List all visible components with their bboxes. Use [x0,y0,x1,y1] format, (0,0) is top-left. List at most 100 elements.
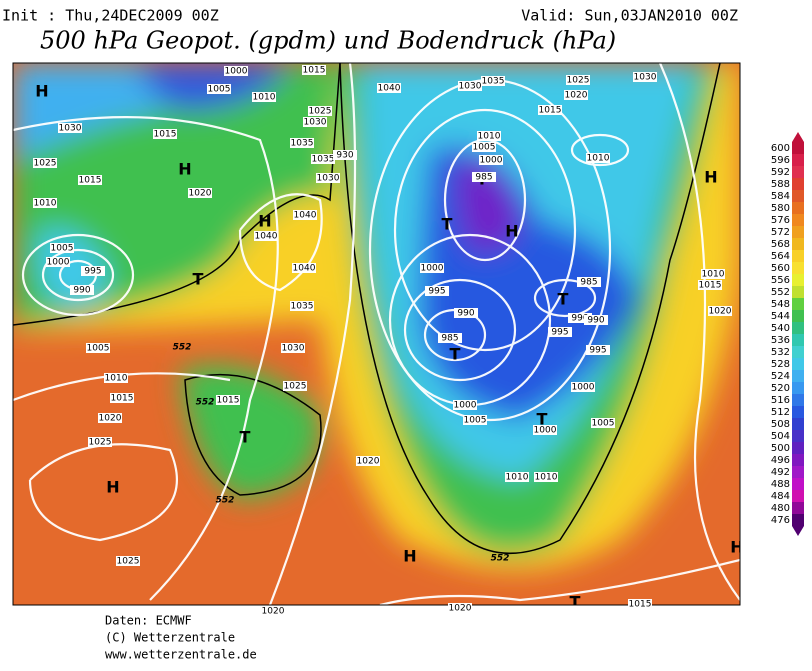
isobar-label-bg [534,472,558,482]
colorbar-label: 536 [771,335,790,346]
pressure-center: H [106,478,119,497]
isobar-label: 1015 [539,106,562,116]
isobar-label-bg [281,343,305,353]
isobar-label: 1015 [79,176,102,186]
colorbar-swatch [792,406,804,418]
colorbar-swatch [792,394,804,406]
colorbar-label: 588 [771,179,790,190]
isobar-label: 990 [457,309,474,319]
isobar-label-bg [290,301,314,311]
colorbar-swatch [792,382,804,394]
isobar-label-bg [283,381,307,391]
isobar-label-bg [571,382,595,392]
colorbar-swatch [792,262,804,274]
isobar-label-bg [698,280,722,290]
colorbar-label: 556 [771,275,790,286]
isobar-label: 1025 [89,438,112,448]
isobar-label: 985 [580,278,597,288]
colorbar-swatch [792,466,804,478]
colorbar-swatch [792,142,804,154]
isobar-label: 1040 [294,211,317,221]
isobar-label-bg [538,105,562,115]
isobar-label-bg [302,65,326,75]
pressure-center: T [442,215,453,234]
colorbar-swatch [792,346,804,358]
colorbar-label: 540 [771,323,790,334]
isobar-label: 1005 [51,244,74,254]
colorbar-label: 596 [771,155,790,166]
pressure-center: H [178,160,191,179]
colorbar-swatch [792,358,804,370]
pressure-center: H [403,547,416,566]
isobar-label: 1015 [699,281,722,291]
isobar-label-bg [564,90,588,100]
isobar-label: 1040 [378,84,401,94]
isobar-label-bg [577,277,601,287]
footer-line: (C) Wetterzentrale [105,631,235,645]
colorbar-swatch [792,178,804,190]
isobar-label-bg [104,373,128,383]
isobar-label: 1020 [709,307,732,317]
isobar-label-bg [110,393,134,403]
isobar-label: 990 [587,316,604,326]
colorbar-swatch [792,298,804,310]
colorbar-label: 544 [771,311,790,322]
isobar-label-bg [216,395,240,405]
pressure-center: T [450,345,461,364]
isobar-label-bg [116,556,140,566]
isobar-label: 1005 [208,85,231,95]
isobar-label: 1000 [47,258,70,268]
colorbar-label: 576 [771,215,790,226]
isobar-label-bg [316,173,340,183]
colorbar-swatch [792,190,804,202]
isobar-label-bg [293,210,317,220]
isobar-label: 1020 [357,457,380,467]
colorbar-swatch [792,418,804,430]
colorbar-label: 484 [771,491,790,502]
isobar-label-bg [356,456,380,466]
isobar-label: 1025 [284,382,307,392]
isobar-label: 1010 [506,473,529,483]
isobar-label: 930 [336,151,353,161]
isobar-label: 1025 [309,107,332,117]
isobar-label: 1040 [255,232,278,242]
isobar-label-bg [207,84,231,94]
isobar-label: 1015 [154,130,177,140]
height-label: 552 [173,343,192,353]
isobar-label-bg [591,418,615,428]
isobar-label: 1025 [34,159,57,169]
height-label: 552 [196,398,215,408]
isobar-label: 1020 [189,189,212,199]
colorbar-label: 476 [771,515,790,526]
isobar-label: 1010 [535,473,558,483]
colorbar-label: 580 [771,203,790,214]
colorbar-swatch [792,454,804,466]
isobar-label-bg [586,345,610,355]
colorbar-label: 552 [771,287,790,298]
isobar-label: 985 [475,173,492,183]
colorbar-label: 492 [771,467,790,478]
colorbar-label: 512 [771,407,790,418]
isobar-label: 1005 [473,143,496,153]
isobar-label-bg [33,158,57,168]
pressure-center: H [730,538,743,557]
pressure-center: T [537,410,548,429]
isobar-label-bg [303,117,327,127]
pressure-center: T [570,593,581,612]
colorbar-swatch [792,274,804,286]
isobar-label-bg [548,327,572,337]
colorbar-swatch [792,214,804,226]
isobar-label: 1000 [572,383,595,393]
pressure-center: T [558,290,569,309]
colorbar-label: 500 [771,443,790,454]
isobar-label-bg [458,81,482,91]
isobar-label: 1040 [293,264,316,274]
colorbar-label: 480 [771,503,790,514]
colorbar-label: 508 [771,419,790,430]
isobar-label: 1030 [59,124,82,134]
colorbar-swatch [792,430,804,442]
isobar-label: 1010 [702,270,725,280]
isobar-label: 1030 [282,344,305,354]
colorbar-swatch [792,286,804,298]
